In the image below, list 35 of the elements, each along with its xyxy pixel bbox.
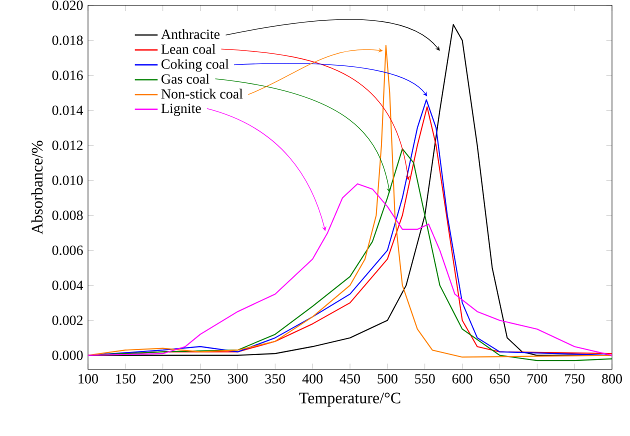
line-series [88,183,612,356]
legend-label: Gas coal [162,74,210,84]
y-tick-label: 0.014 [52,106,84,116]
x-tick-label: 350 [265,374,286,384]
x-tick-label: 550 [415,374,435,384]
x-tick-label: 250 [190,374,210,384]
y-tick-label: 0.008 [52,210,83,220]
x-tick-label: 150 [116,374,136,384]
y-tick-label: 0.006 [52,246,83,256]
x-tick-label: 200 [152,374,173,384]
y-tick-label: 0.018 [52,36,83,46]
y-tick-label: 0.012 [52,140,83,150]
y-tick-label: 0.002 [52,316,83,326]
x-tick-label: 100 [78,374,98,384]
y-tick-label: 0.020 [52,0,83,10]
y-tick-label: 0.016 [52,70,83,80]
y-axis-title: Absorbance/% [31,140,43,234]
legend-label: Non-stick coal [161,88,243,99]
y-tick-label: 0.010 [52,176,83,186]
x-tick-label: 700 [528,374,548,384]
x-tick-label: 450 [340,374,360,384]
y-tick-label: 0.004 [52,280,84,290]
legend-label: Lean coal [161,44,216,54]
x-tick-label: 750 [564,374,585,384]
x-tick-label: 500 [378,374,398,384]
x-tick-label: 400 [302,374,323,384]
legend-label: Lignite [161,104,201,116]
legend-label: Coking coal [162,58,229,72]
y-tick-label: 0.000 [52,350,83,360]
x-axis-title: Temperature/°C [299,392,400,407]
x-tick-label: 300 [228,374,248,384]
x-tick-label: 650 [490,374,510,384]
x-tick-label: 800 [602,374,622,384]
x-tick-label: 600 [452,374,472,384]
legend-label: Anthracite [161,29,220,39]
